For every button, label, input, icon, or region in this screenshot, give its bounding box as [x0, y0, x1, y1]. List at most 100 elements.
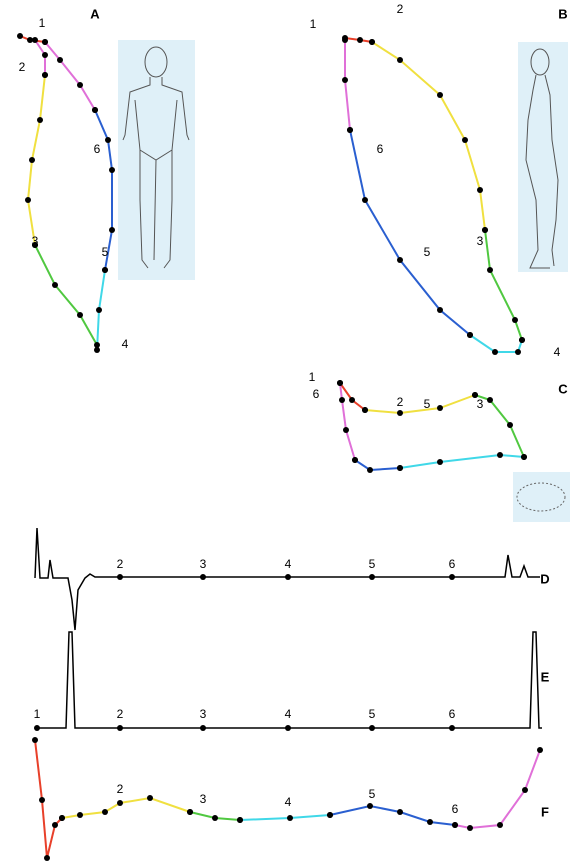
loop-dot [42, 52, 48, 58]
loop-segment [240, 815, 330, 820]
loop-segment [372, 42, 485, 230]
loop-dot [462, 137, 468, 143]
loop-dot [57, 57, 63, 63]
loop-dot [507, 422, 513, 428]
loop-dot [102, 267, 108, 273]
loop-dot [467, 825, 473, 831]
trace-dot [285, 574, 291, 580]
point-label: 4 [554, 345, 561, 359]
loop-dot [347, 127, 353, 133]
point-label: 3 [477, 234, 484, 248]
loop-dot [117, 800, 123, 806]
point-label: 2 [117, 782, 124, 796]
loop-dot [94, 342, 100, 348]
loop-dot [487, 267, 493, 273]
loop-dot [367, 803, 373, 809]
loop-dot [369, 39, 375, 45]
loop-dot [397, 410, 403, 416]
loop-dot [367, 467, 373, 473]
loop-dot [237, 817, 243, 823]
loop-dot [92, 107, 98, 113]
loop-dot [397, 57, 403, 63]
point-label: 4 [285, 557, 292, 571]
loop-dot [77, 812, 83, 818]
trace-dot [369, 574, 375, 580]
loop-dot [357, 37, 363, 43]
loop-dot [187, 809, 193, 815]
loop-segment [485, 230, 522, 340]
loop-dot [521, 454, 527, 460]
loop-dot [362, 197, 368, 203]
loop-dot [349, 397, 355, 403]
loop-dot [362, 407, 368, 413]
point-label: 3 [200, 557, 207, 571]
point-label: 6 [94, 142, 101, 156]
loop-dot [397, 257, 403, 263]
point-label: 6 [449, 707, 456, 721]
loop-dot [337, 380, 343, 386]
loop-segment [330, 806, 455, 825]
point-label: 5 [424, 397, 431, 411]
point-label: 1 [309, 370, 316, 384]
loop-dot [487, 397, 493, 403]
loop-dot [102, 809, 108, 815]
point-label: 2 [117, 557, 124, 571]
loop-dot [42, 39, 48, 45]
point-label: 4 [285, 707, 292, 721]
point-label: 6 [377, 142, 384, 156]
loop-dot [522, 787, 528, 793]
loop-dot [52, 282, 58, 288]
trace-dot [200, 725, 206, 731]
loop-dot [37, 117, 43, 123]
point-label: 6 [449, 557, 456, 571]
loop-dot [42, 72, 48, 78]
point-label: 2 [117, 707, 124, 721]
point-label: 3 [477, 397, 484, 411]
loop-dot [497, 452, 503, 458]
loop-dot [109, 227, 115, 233]
loop-segment [355, 460, 400, 470]
loop-dot [512, 317, 518, 323]
point-label: 1 [39, 16, 46, 30]
loop-dot [537, 747, 543, 753]
trace-dot [117, 574, 123, 580]
loop-dot [32, 737, 38, 743]
point-label: 6 [452, 802, 459, 816]
point-label: 2 [19, 60, 26, 74]
loop-segment [345, 40, 350, 130]
point-label: 5 [424, 245, 431, 259]
figure: A123456B123456C12536D23456E123456F23456 [0, 0, 573, 863]
loop-dot [437, 459, 443, 465]
loop-dot [397, 465, 403, 471]
loop-dot [105, 137, 111, 143]
loop-dot [287, 815, 293, 821]
loop-dot [437, 405, 443, 411]
loop-dot [96, 307, 102, 313]
trace-dot [369, 725, 375, 731]
panel-label: E [541, 669, 550, 684]
loop-dot [59, 815, 65, 821]
loop-dot [343, 427, 349, 433]
loop-segment [35, 245, 97, 345]
loop-dot [17, 33, 23, 39]
loop-dot [342, 77, 348, 83]
trace-dot [117, 725, 123, 731]
point-label: 5 [369, 707, 376, 721]
loop-dot [452, 822, 458, 828]
loop-dot [339, 397, 345, 403]
point-label: 2 [397, 2, 404, 16]
loop-dot [77, 312, 83, 318]
loop-dot [109, 167, 115, 173]
loop-dot [44, 855, 50, 861]
point-label: 4 [122, 337, 129, 351]
trace-dot [285, 725, 291, 731]
loop-dot [467, 332, 473, 338]
loop-segment [350, 130, 470, 335]
panel-label: F [541, 804, 549, 819]
point-label: 6 [313, 387, 320, 401]
loop-dot [427, 819, 433, 825]
loop-dot [212, 815, 218, 821]
trace-dot [200, 574, 206, 580]
point-label: 2 [397, 395, 404, 409]
loop-dot [477, 187, 483, 193]
